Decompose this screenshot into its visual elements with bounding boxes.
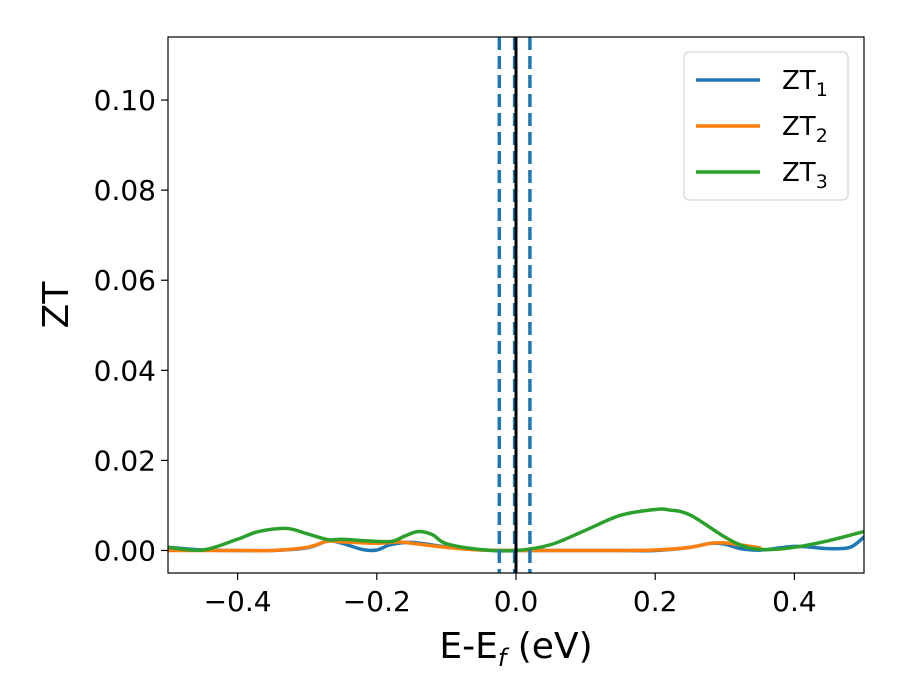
y-tick-label: 0.06 xyxy=(94,264,156,297)
x-tick-label: 0.0 xyxy=(494,585,539,618)
x-tick-label: 0.4 xyxy=(772,585,817,618)
y-axis-title: ZT xyxy=(36,281,77,329)
x-tick-label: −0.4 xyxy=(204,585,272,618)
legend-label-zt1: ZT1 xyxy=(782,66,828,101)
y-tick-label: 0.04 xyxy=(94,354,156,387)
y-tick-label: 0.08 xyxy=(94,174,156,207)
series-layer xyxy=(168,507,864,553)
y-axis-ticks: 0.00 0.02 0.04 0.06 0.08 0.10 xyxy=(94,84,168,567)
x-tick-label: 0.2 xyxy=(633,585,678,618)
series-line-zt3 xyxy=(168,507,864,553)
x-axis-ticks: −0.4 −0.2 0.0 0.2 0.4 xyxy=(204,573,817,618)
legend-box xyxy=(683,51,849,201)
reference-lines xyxy=(497,37,532,573)
y-tick-label: 0.10 xyxy=(94,84,156,117)
x-axis-title: E-Ef (eV) xyxy=(439,626,592,672)
legend-label-zt3: ZT3 xyxy=(782,158,828,193)
y-tick-label: 0.00 xyxy=(94,534,156,567)
x-axis-title-main: E-E xyxy=(439,626,497,667)
legend-label-zt2: ZT2 xyxy=(782,112,828,147)
x-axis-title-unit: (eV) xyxy=(506,626,592,667)
legend: ZT1 ZT2 ZT3 xyxy=(683,51,849,201)
x-tick-label: −0.2 xyxy=(343,585,411,618)
y-tick-label: 0.02 xyxy=(94,444,156,477)
